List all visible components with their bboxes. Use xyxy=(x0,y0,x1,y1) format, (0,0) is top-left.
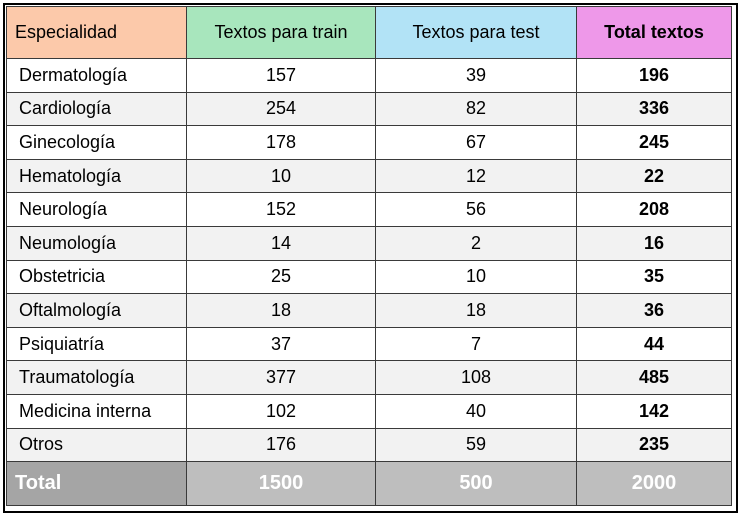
table-row: Obstetricia 25 10 35 xyxy=(6,259,732,295)
cell-test: 108 xyxy=(375,360,577,395)
cell-test: 12 xyxy=(375,158,577,194)
cell-test: 67 xyxy=(375,125,577,160)
table-row: Hematología 10 12 22 xyxy=(6,158,732,194)
cell-total: 485 xyxy=(576,360,732,395)
cell-especialidad: Hematología xyxy=(6,158,187,194)
cell-especialidad: Ginecología xyxy=(6,125,187,160)
cell-especialidad: Dermatología xyxy=(6,58,187,93)
table-row: Neumología 14 2 16 xyxy=(6,225,732,261)
cell-train: 25 xyxy=(186,259,376,295)
total-train: 1500 xyxy=(186,461,376,507)
header-total: Total textos xyxy=(576,6,732,59)
cell-total: 44 xyxy=(576,326,732,362)
cell-total: 208 xyxy=(576,192,732,227)
cell-especialidad: Cardiología xyxy=(6,91,187,127)
cell-test: 39 xyxy=(375,58,577,93)
cell-total: 36 xyxy=(576,293,732,328)
table-row: Neurología 152 56 208 xyxy=(6,192,732,227)
cell-total: 196 xyxy=(576,58,732,93)
cell-test: 82 xyxy=(375,91,577,127)
cell-total: 235 xyxy=(576,427,732,463)
cell-train: 157 xyxy=(186,58,376,93)
specialty-table: Especialidad Textos para train Textos pa… xyxy=(6,6,732,507)
header-especialidad: Especialidad xyxy=(6,6,187,59)
cell-test: 59 xyxy=(375,427,577,463)
cell-especialidad: Psiquiatría xyxy=(6,326,187,362)
cell-especialidad: Neumología xyxy=(6,225,187,261)
total-test: 500 xyxy=(375,461,577,507)
cell-train: 178 xyxy=(186,125,376,160)
table-row: Ginecología 178 67 245 xyxy=(6,125,732,160)
cell-test: 18 xyxy=(375,293,577,328)
cell-test: 10 xyxy=(375,259,577,295)
cell-test: 56 xyxy=(375,192,577,227)
cell-train: 152 xyxy=(186,192,376,227)
cell-train: 176 xyxy=(186,427,376,463)
total-row: Total 1500 500 2000 xyxy=(6,461,732,507)
cell-train: 18 xyxy=(186,293,376,328)
cell-train: 254 xyxy=(186,91,376,127)
cell-train: 10 xyxy=(186,158,376,194)
total-label: Total xyxy=(6,461,187,507)
cell-train: 14 xyxy=(186,225,376,261)
table-row: Cardiología 254 82 336 xyxy=(6,91,732,127)
table-row: Dermatología 157 39 196 xyxy=(6,58,732,93)
cell-total: 245 xyxy=(576,125,732,160)
cell-test: 7 xyxy=(375,326,577,362)
cell-especialidad: Otros xyxy=(6,427,187,463)
total-total: 2000 xyxy=(576,461,732,507)
header-test: Textos para test xyxy=(375,6,577,59)
table-row: Medicina interna 102 40 142 xyxy=(6,393,732,429)
cell-especialidad: Oftalmología xyxy=(6,293,187,328)
table-row: Oftalmología 18 18 36 xyxy=(6,293,732,328)
cell-test: 40 xyxy=(375,393,577,429)
cell-especialidad: Medicina interna xyxy=(6,393,187,429)
cell-total: 22 xyxy=(576,158,732,194)
table-row: Traumatología 377 108 485 xyxy=(6,360,732,395)
table-row: Psiquiatría 37 7 44 xyxy=(6,326,732,362)
header-train: Textos para train xyxy=(186,6,376,59)
cell-total: 336 xyxy=(576,91,732,127)
cell-train: 102 xyxy=(186,393,376,429)
cell-test: 2 xyxy=(375,225,577,261)
cell-especialidad: Neurología xyxy=(6,192,187,227)
cell-train: 37 xyxy=(186,326,376,362)
cell-total: 142 xyxy=(576,393,732,429)
cell-train: 377 xyxy=(186,360,376,395)
cell-total: 16 xyxy=(576,225,732,261)
cell-especialidad: Obstetricia xyxy=(6,259,187,295)
cell-total: 35 xyxy=(576,259,732,295)
table-row: Otros 176 59 235 xyxy=(6,427,732,463)
cell-especialidad: Traumatología xyxy=(6,360,187,395)
header-row: Especialidad Textos para train Textos pa… xyxy=(6,6,732,59)
